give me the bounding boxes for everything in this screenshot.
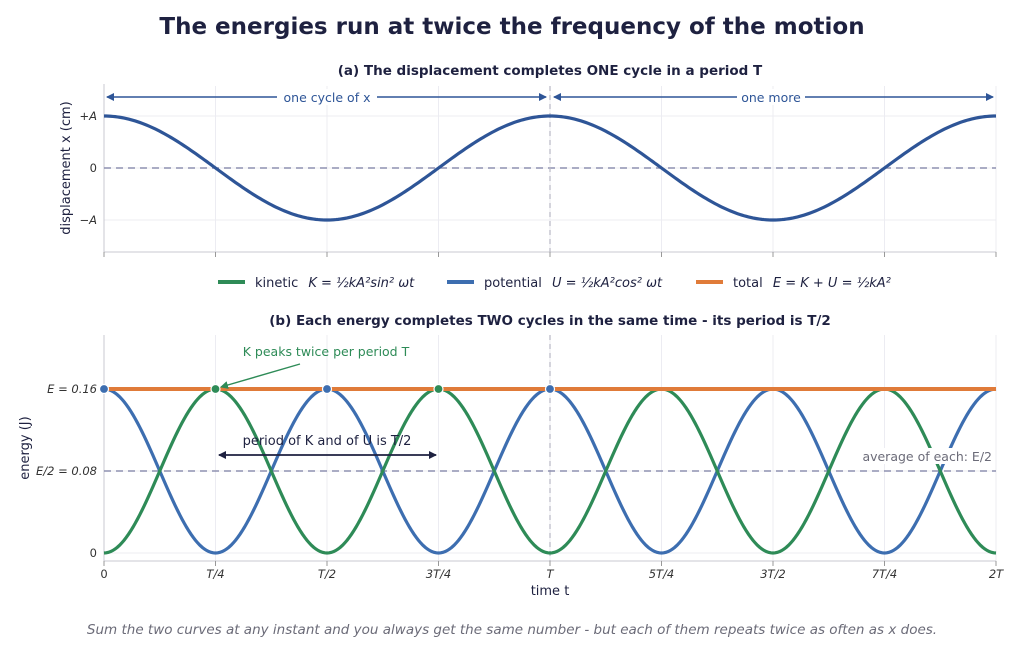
x-tick-label: 7T/4: [872, 567, 898, 581]
panel-b-ylabel: energy (J): [18, 416, 33, 479]
x-tick-label: T: [546, 567, 554, 581]
legend-kinetic-name: kinetic: [255, 276, 298, 291]
kinetic-peak-marker: [210, 383, 221, 395]
potential-peak-marker: [544, 383, 556, 395]
legend-total-name: total: [733, 276, 763, 291]
panel-b-title: (b) Each energy completes TWO cycles in …: [269, 313, 831, 329]
cycle-label-1: one cycle of x: [284, 90, 371, 105]
page-title: The energies run at twice the frequency …: [159, 14, 865, 40]
legend-total-formula: E = K + U = ½kA²: [773, 276, 891, 291]
panel-a-title-text: (a) The displacement completes ONE cycle…: [338, 63, 763, 79]
y-tick-zero-a: 0: [90, 161, 97, 175]
y-tick-minus-a: −A: [79, 213, 97, 227]
legend-potential-formula: U = ½kA²cos² ωt: [552, 276, 663, 291]
legend-total: total E = K + U = ½kA²: [733, 276, 891, 291]
displacement-series: [103, 114, 997, 222]
cycle-label-2: one more: [741, 90, 801, 105]
cycle-label-bg-1: [277, 89, 377, 105]
legend-kinetic-formula: K = ½kA²sin² ωt: [308, 276, 415, 291]
y-tick-half-e: E/2 = 0.08: [36, 464, 97, 478]
panel-a: (a) The displacement completes ONE cycle…: [59, 63, 997, 257]
average-label: average of each: E/2: [862, 449, 992, 464]
panel-a-ylabel: displacement x (cm): [59, 101, 74, 235]
x-tick-label: 3T/2: [760, 567, 786, 581]
panel-b-title-text: (b) Each energy completes TWO cycles in …: [269, 313, 831, 329]
x-tick-label: 3T/4: [426, 567, 452, 581]
panel-b-x-ticks: 0 T/4 T/2 3T/4 T 5T/4 3T/2 7T/4 2T: [100, 561, 1004, 581]
peak-annotation: K peaks twice per period T: [243, 344, 410, 359]
kinetic-series: [103, 387, 997, 555]
panel-a-x-ticks: [103, 252, 997, 257]
cycle-label-bg-2: [737, 89, 805, 105]
kinetic-peak-marker: [433, 383, 444, 395]
legend: kinetic K = ½kA²sin² ωt potential U = ½k…: [218, 276, 891, 291]
average-label-bg: [853, 448, 995, 464]
panel-b-xlabel: time t: [531, 584, 570, 599]
x-tick-label: T/2: [318, 567, 336, 581]
y-tick-zero-b: 0: [90, 546, 97, 560]
period-annotation: period of K and of U is T/2: [243, 434, 412, 449]
y-tick-plus-a: +A: [79, 109, 97, 123]
legend-potential-name: potential: [484, 276, 542, 291]
footnote: Sum the two curves at any instant and yo…: [86, 622, 938, 638]
panel-a-title: (a) The displacement completes ONE cycle…: [338, 63, 763, 79]
potential-peak-marker: [98, 383, 110, 395]
peak-markers: [98, 383, 556, 395]
y-tick-e: E = 0.16: [47, 382, 97, 396]
legend-kinetic: kinetic K = ½kA²sin² ωt: [255, 276, 415, 291]
potential-peak-marker: [321, 383, 333, 395]
panel-b: (b) Each energy completes TWO cycles in …: [18, 313, 1004, 599]
legend-potential: potential U = ½kA²cos² ωt: [484, 276, 663, 291]
x-tick-label: 2T: [989, 567, 1004, 581]
x-tick-label: 5T/4: [649, 567, 675, 581]
peak-annotation-arrow: [220, 363, 301, 389]
x-tick-label: 0: [100, 567, 107, 581]
x-tick-label: T/4: [206, 567, 224, 581]
